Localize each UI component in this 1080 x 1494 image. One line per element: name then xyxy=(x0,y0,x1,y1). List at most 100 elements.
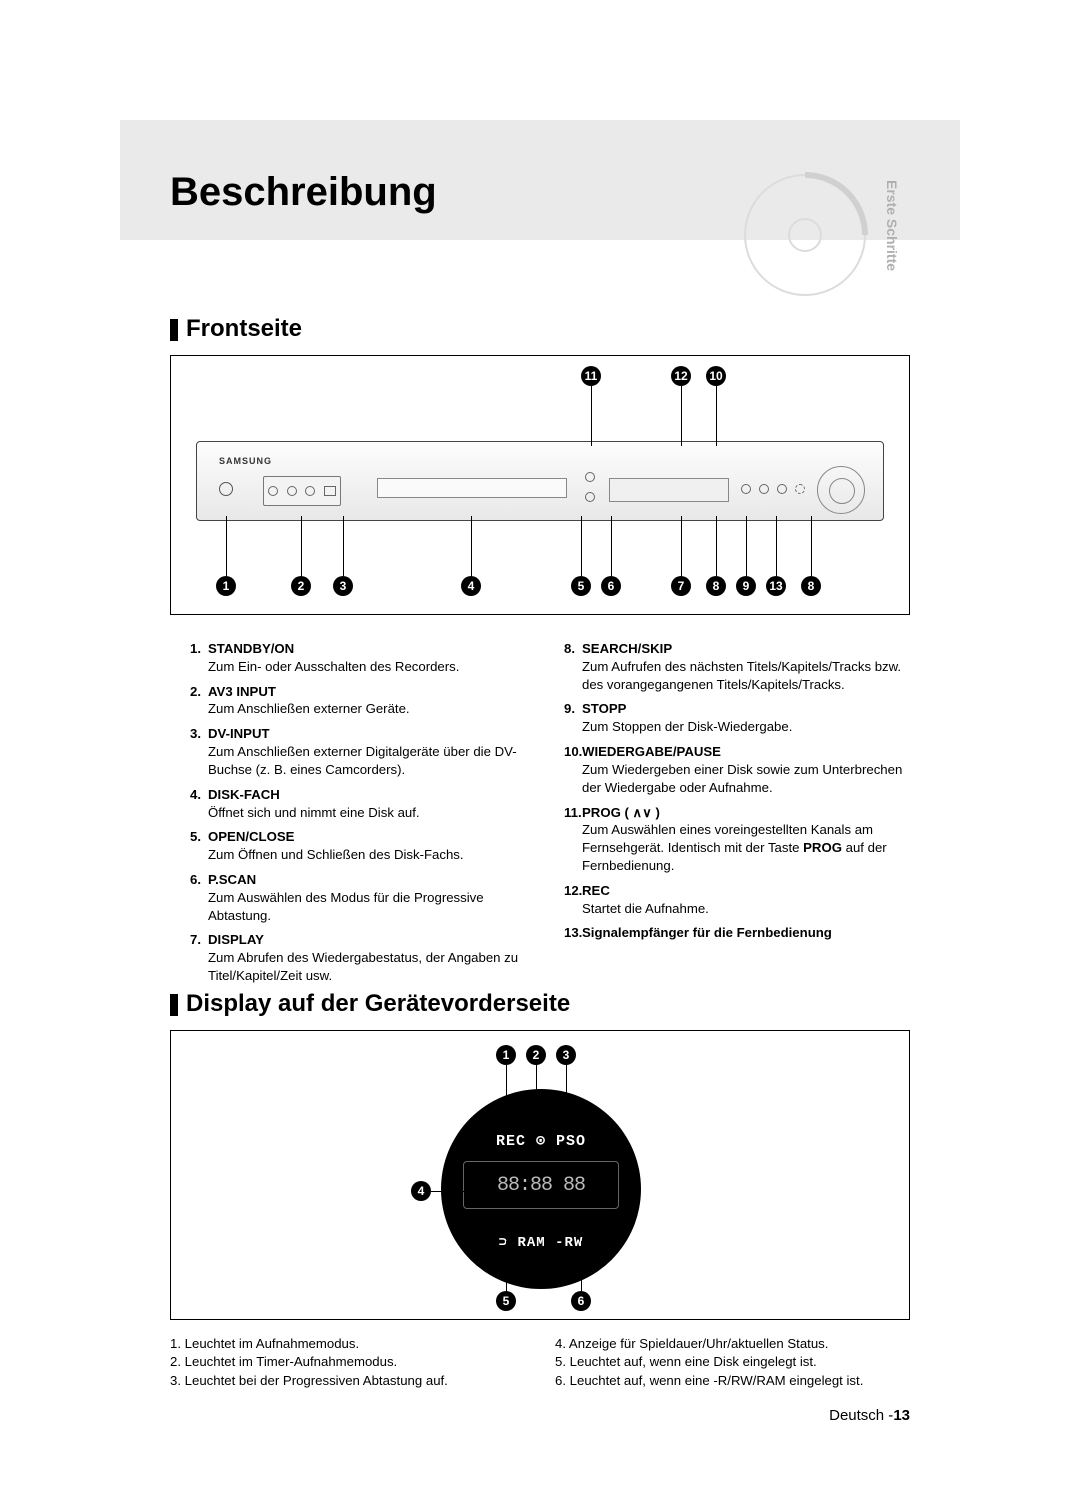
callout-leader xyxy=(681,386,682,446)
legend-item-desc: Zum Auswählen eines voreingestellten Kan… xyxy=(582,821,910,874)
legend-item: 2.AV3 INPUTZum Anschließen externer Gerä… xyxy=(190,683,536,719)
legend-item-title: 9.STOPP xyxy=(564,700,910,718)
legend-item: 11.PROG ( ∧∨ )Zum Auswählen eines vorein… xyxy=(564,804,910,875)
legend-item: 1.STANDBY/ONZum Ein- oder Ausschalten de… xyxy=(190,640,536,676)
callout-leader xyxy=(611,516,612,576)
callout-leader xyxy=(776,516,777,576)
legend-item-title: 13.Signalempfänger für die Fernbedienung xyxy=(564,924,910,942)
display-legend-line: 5. Leuchtet auf, wenn eine Disk eingeleg… xyxy=(555,1353,910,1371)
legend-item-desc: Zum Ein- oder Ausschalten des Recorders. xyxy=(208,658,536,676)
legend-item-desc: Zum Abrufen des Wiedergabestatus, der An… xyxy=(208,949,536,985)
callout-badge: 4 xyxy=(411,1181,431,1201)
legend-item-title: 4.DISK-FACH xyxy=(190,786,536,804)
callout-badge: 6 xyxy=(601,576,621,596)
legend-item-desc: Zum Öffnen und Schließen des Disk-Fachs. xyxy=(208,846,536,864)
rca-jack-icon xyxy=(268,486,278,496)
display-legend-left: 1. Leuchtet im Aufnahmemodus.2. Leuchtet… xyxy=(170,1335,525,1390)
legend-item: 6.P.SCANZum Auswählen des Modus für die … xyxy=(190,871,536,924)
legend-item-desc: Zum Wiedergeben einer Disk sowie zum Unt… xyxy=(582,761,910,797)
device-body: SAMSUNG xyxy=(196,441,884,521)
legend-item-title: 8.SEARCH/SKIP xyxy=(564,640,910,658)
callout-badge: 1 xyxy=(496,1045,516,1065)
page-title: Beschreibung xyxy=(170,170,437,215)
callout-leader xyxy=(471,516,472,576)
callout-leader xyxy=(581,1241,582,1291)
rca-jack-icon xyxy=(287,486,297,496)
callout-badge: 12 xyxy=(671,366,691,386)
callout-badge: 4 xyxy=(461,576,481,596)
legend-item-title: 11.PROG ( ∧∨ ) xyxy=(564,804,910,822)
ir-sensor-icon xyxy=(795,484,805,494)
callout-leader xyxy=(746,516,747,576)
legend-item: 10.WIEDERGABE/PAUSEZum Wiedergeben einer… xyxy=(564,743,910,796)
legend-item-desc: Startet die Aufnahme. xyxy=(582,900,910,918)
callout-badge: 5 xyxy=(571,576,591,596)
legend-item: 7.DISPLAYZum Abrufen des Wiedergabestatu… xyxy=(190,931,536,984)
fpd-seven-segment: 88:88 88 xyxy=(463,1161,619,1209)
callout-badge: 2 xyxy=(291,576,311,596)
fpd-bottom-indicators: ⊃ RAM -RW xyxy=(441,1234,641,1251)
skip-prev-button-icon xyxy=(741,484,751,494)
callout-leader xyxy=(681,516,682,576)
callout-leader xyxy=(581,516,582,576)
segment-digits: 88:88 88 xyxy=(497,1174,585,1197)
legend-item-title: 7.DISPLAY xyxy=(190,931,536,949)
legend-item-desc: Zum Anschließen externer Digitalgeräte ü… xyxy=(208,743,536,779)
legend-item-title: 2.AV3 INPUT xyxy=(190,683,536,701)
legend-item: 12.RECStartet die Aufnahme. xyxy=(564,882,910,918)
front-display-diagram: REC ⊙ PSO 88:88 88 ⊃ RAM -RW 123 4 5 6 xyxy=(170,1030,910,1320)
heading-bar-icon xyxy=(170,319,178,341)
av-inputs-panel xyxy=(263,476,341,506)
display-legend-line: 6. Leuchtet auf, wenn eine -R/RW/RAM ein… xyxy=(555,1372,910,1390)
callout-badge: 3 xyxy=(556,1045,576,1065)
callout-leader xyxy=(506,1241,507,1291)
legend-item: 8.SEARCH/SKIPZum Aufrufen des nächsten T… xyxy=(564,640,910,693)
pscan-button-icon xyxy=(585,492,595,502)
callout-badge: 10 xyxy=(706,366,726,386)
front-panel-display: REC ⊙ PSO 88:88 88 ⊃ RAM -RW xyxy=(441,1089,641,1289)
callout-badge: 7 xyxy=(671,576,691,596)
callout-leader xyxy=(716,386,717,446)
callout-leader xyxy=(566,1065,567,1135)
callout-badge: 5 xyxy=(496,1291,516,1311)
callout-leader xyxy=(536,1065,537,1135)
section-heading-front: Frontseite xyxy=(170,315,302,343)
rca-jack-icon xyxy=(305,486,315,496)
legend-item: 3.DV-INPUTZum Anschließen externer Digit… xyxy=(190,725,536,778)
callout-badge: 11 xyxy=(581,366,601,386)
legend-left-col: 1.STANDBY/ONZum Ein- oder Ausschalten de… xyxy=(190,640,536,992)
callout-badge: 6 xyxy=(571,1291,591,1311)
callout-leader xyxy=(591,386,592,446)
callout-badge: 13 xyxy=(766,576,786,596)
callout-leader xyxy=(506,1065,507,1135)
jog-dial-icon xyxy=(817,466,865,514)
brand-logo: SAMSUNG xyxy=(219,456,272,466)
display-legend-line: 4. Anzeige für Spieldauer/Uhr/aktuellen … xyxy=(555,1335,910,1353)
display-legend-line: 2. Leuchtet im Timer-Aufnahmemodus. xyxy=(170,1353,525,1371)
display-legend-right: 4. Anzeige für Spieldauer/Uhr/aktuellen … xyxy=(555,1335,910,1390)
legend-item: 13.Signalempfänger für die Fernbedienung xyxy=(564,924,910,942)
callout-leader xyxy=(431,1191,471,1192)
callout-badge: 1 xyxy=(216,576,236,596)
callout-badge: 8 xyxy=(706,576,726,596)
callout-leader xyxy=(343,516,344,576)
legend-item-desc: Öffnet sich und nimmt eine Disk auf. xyxy=(208,804,536,822)
legend-right-col: 8.SEARCH/SKIPZum Aufrufen des nächsten T… xyxy=(564,640,910,992)
display-legend: 1. Leuchtet im Aufnahmemodus.2. Leuchtet… xyxy=(170,1335,910,1390)
page-footer: Deutsch -13 xyxy=(829,1407,910,1424)
section-heading-front-text: Frontseite xyxy=(186,315,302,342)
legend-item-title: 5.OPEN/CLOSE xyxy=(190,828,536,846)
callout-leader xyxy=(301,516,302,576)
legend-item: 4.DISK-FACHÖffnet sich und nimmt eine Di… xyxy=(190,786,536,822)
section-heading-display-text: Display auf der Gerätevorderseite xyxy=(186,990,570,1017)
legend-item-title: 12.REC xyxy=(564,882,910,900)
disc-tray xyxy=(377,478,567,498)
front-panel-diagram: SAMSUNG 111210123456789138 xyxy=(170,355,910,615)
callout-leader xyxy=(226,516,227,576)
front-panel-legend: 1.STANDBY/ONZum Ein- oder Ausschalten de… xyxy=(190,640,910,992)
power-button-icon xyxy=(219,482,233,496)
legend-item-title: 10.WIEDERGABE/PAUSE xyxy=(564,743,910,761)
legend-item-title: 6.P.SCAN xyxy=(190,871,536,889)
callout-badge: 2 xyxy=(526,1045,546,1065)
stop-button-icon xyxy=(759,484,769,494)
